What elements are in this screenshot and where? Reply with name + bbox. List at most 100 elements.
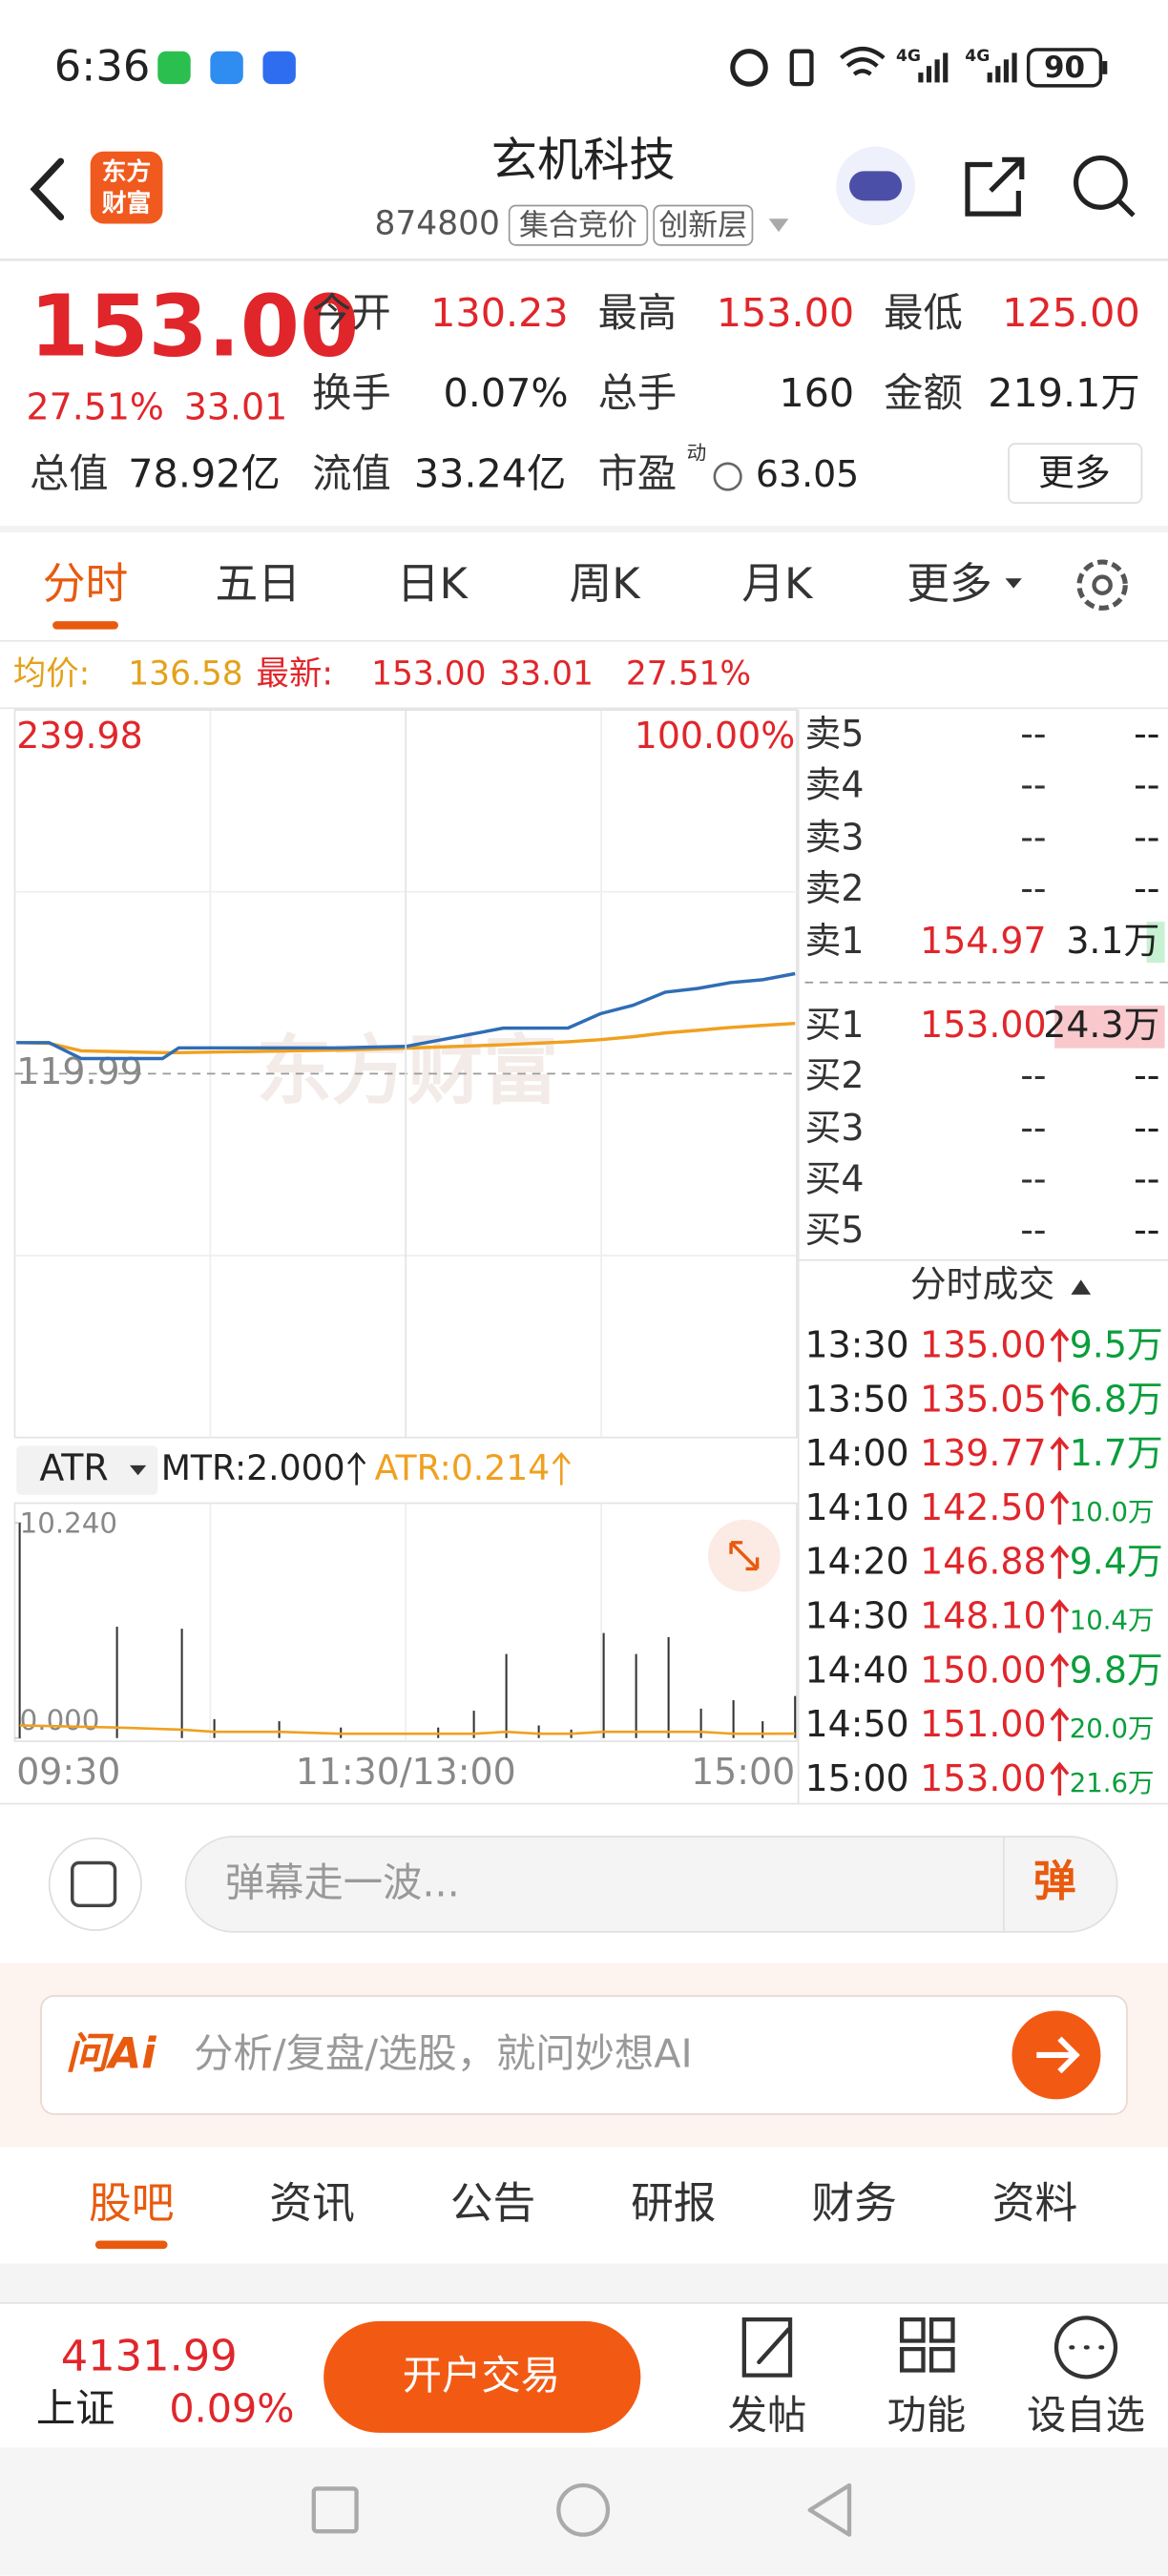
stat-value: 0.07% (443, 370, 568, 416)
trade-price: 151.00 (920, 1703, 1046, 1745)
x-tick-label: 11:30/13:00 (296, 1751, 516, 1793)
more-button-label[interactable]: 更多 (1038, 451, 1111, 493)
book-price: -- (1020, 1107, 1046, 1149)
selector-box[interactable] (16, 1445, 158, 1495)
trade-price: 146.88 (920, 1541, 1046, 1583)
trade-time: 13:50 (805, 1378, 909, 1420)
book-volume: -- (1134, 713, 1159, 755)
latest-value: 153.00 (371, 654, 486, 693)
footer-icon (899, 2316, 955, 2373)
x-tick-label: 09:30 (16, 1751, 120, 1793)
trade-price: 142.50 (920, 1486, 1046, 1528)
stat-label: 总值 (30, 451, 109, 497)
signal-bar (1012, 52, 1017, 83)
trade-button[interactable] (323, 2320, 641, 2433)
chart-tab[interactable]: 日K (397, 558, 469, 609)
app-icon (210, 51, 243, 85)
stat-label: 最低 (884, 290, 963, 336)
indicator-selector[interactable]: ATR (39, 1447, 108, 1489)
x-tick-label: 15:00 (691, 1751, 795, 1793)
settings-button[interactable] (1076, 559, 1128, 611)
stat-value: 63.05 (756, 453, 859, 495)
stat-label: 今开 (312, 290, 391, 336)
content-tab[interactable]: 资料 (992, 2177, 1078, 2228)
logo-text: 财富 (102, 188, 152, 218)
footer-action[interactable]: 功能 (887, 2392, 967, 2438)
separator-band (0, 2263, 1168, 2303)
trade-button-label[interactable]: 开户交易 (403, 2353, 560, 2399)
settings-core (1092, 574, 1113, 595)
indicator-line (19, 1724, 796, 1735)
book-price: -- (1020, 713, 1046, 755)
avg-value: 136.58 (128, 654, 242, 693)
footer-action[interactable]: 发帖 (728, 2392, 807, 2438)
comment-input[interactable] (184, 1836, 1118, 1933)
chart-tab[interactable]: 五日 (216, 558, 302, 609)
avg-label: 均价: (13, 654, 90, 693)
book-level: 买2 (805, 1054, 865, 1096)
search-button[interactable] (1074, 156, 1128, 210)
book-price: -- (1020, 1054, 1046, 1096)
nav-back[interactable] (807, 2483, 852, 2537)
comment-placeholder[interactable]: 弹幕走一波... (225, 1860, 460, 1906)
app-logo (90, 151, 163, 224)
signal-bar (918, 73, 924, 83)
trade-time: 14:50 (805, 1703, 909, 1745)
content-tab[interactable]: 财务 (811, 2177, 897, 2228)
content-tab[interactable]: 公告 (450, 2177, 536, 2228)
stat-label: 市盈 (598, 451, 678, 497)
comment-icon (71, 1860, 117, 1908)
stat-value: 78.92亿 (128, 451, 281, 497)
content-tab-indicator (94, 2240, 168, 2250)
danmaku-button[interactable]: 弹 (1033, 1856, 1076, 1906)
book-volume: 24.3万 (1043, 1004, 1159, 1046)
trades-title: 分时成交 (910, 1263, 1054, 1305)
nav-home[interactable] (556, 2483, 611, 2537)
trade-price: 150.00 (920, 1649, 1046, 1691)
book-level: 卖1 (805, 920, 865, 962)
book-level: 买5 (805, 1209, 865, 1251)
back-button[interactable] (30, 157, 65, 221)
footer-action[interactable]: 设自选 (1027, 2392, 1145, 2438)
trade-time: 14:40 (805, 1649, 909, 1691)
trade-volume: 10.4万 (1070, 1605, 1155, 1635)
chart-tab[interactable]: 月K (741, 558, 814, 609)
book-price: -- (1020, 817, 1046, 859)
logo-text: 东方 (102, 157, 152, 187)
footer-icon (741, 2316, 793, 2378)
content-tab[interactable]: 资讯 (269, 2177, 355, 2228)
tag-box (508, 204, 649, 246)
search-handle (1116, 198, 1136, 218)
content-tab[interactable]: 股吧 (89, 2177, 175, 2228)
content-tab[interactable]: 研报 (631, 2177, 717, 2228)
trade-price: 148.10 (920, 1595, 1046, 1637)
ai-logo: 问Ai (66, 2028, 156, 2079)
trade-time: 14:10 (805, 1486, 909, 1528)
stat-value: 130.23 (430, 290, 569, 336)
assistant-face (849, 171, 903, 201)
chart-tab[interactable]: 周K (569, 558, 641, 609)
trade-up-arrow (1050, 1652, 1070, 1688)
wifi-icon (840, 46, 886, 76)
stat-value: 153.00 (717, 290, 855, 336)
legend-entry: ATR:0.214 (375, 1447, 551, 1488)
tab-dropdown (1005, 578, 1022, 589)
ai-input[interactable] (40, 1995, 1128, 2115)
signal-bar (987, 73, 992, 83)
trade-volume: 9.8万 (1070, 1649, 1163, 1691)
trade-price: 139.77 (920, 1432, 1046, 1474)
book-price: -- (1020, 1158, 1046, 1200)
share-button[interactable] (965, 156, 1025, 217)
chart-tab[interactable]: 分时 (43, 558, 129, 609)
trades-sort-arrow (1071, 1279, 1092, 1295)
network-label: 4G (896, 47, 921, 66)
more-button[interactable] (1008, 443, 1143, 504)
nav-recents[interactable] (311, 2486, 359, 2534)
chart-tab[interactable]: 更多 (907, 558, 991, 609)
change-amount: 33.01 (184, 385, 287, 427)
comment-settings[interactable] (48, 1837, 142, 1931)
signal-bar (926, 66, 932, 83)
trade-price: 135.05 (920, 1378, 1046, 1420)
trade-up-arrow (1050, 1599, 1070, 1633)
ai-placeholder[interactable]: 分析/复盘/选股，就问妙想AI (194, 2031, 693, 2077)
